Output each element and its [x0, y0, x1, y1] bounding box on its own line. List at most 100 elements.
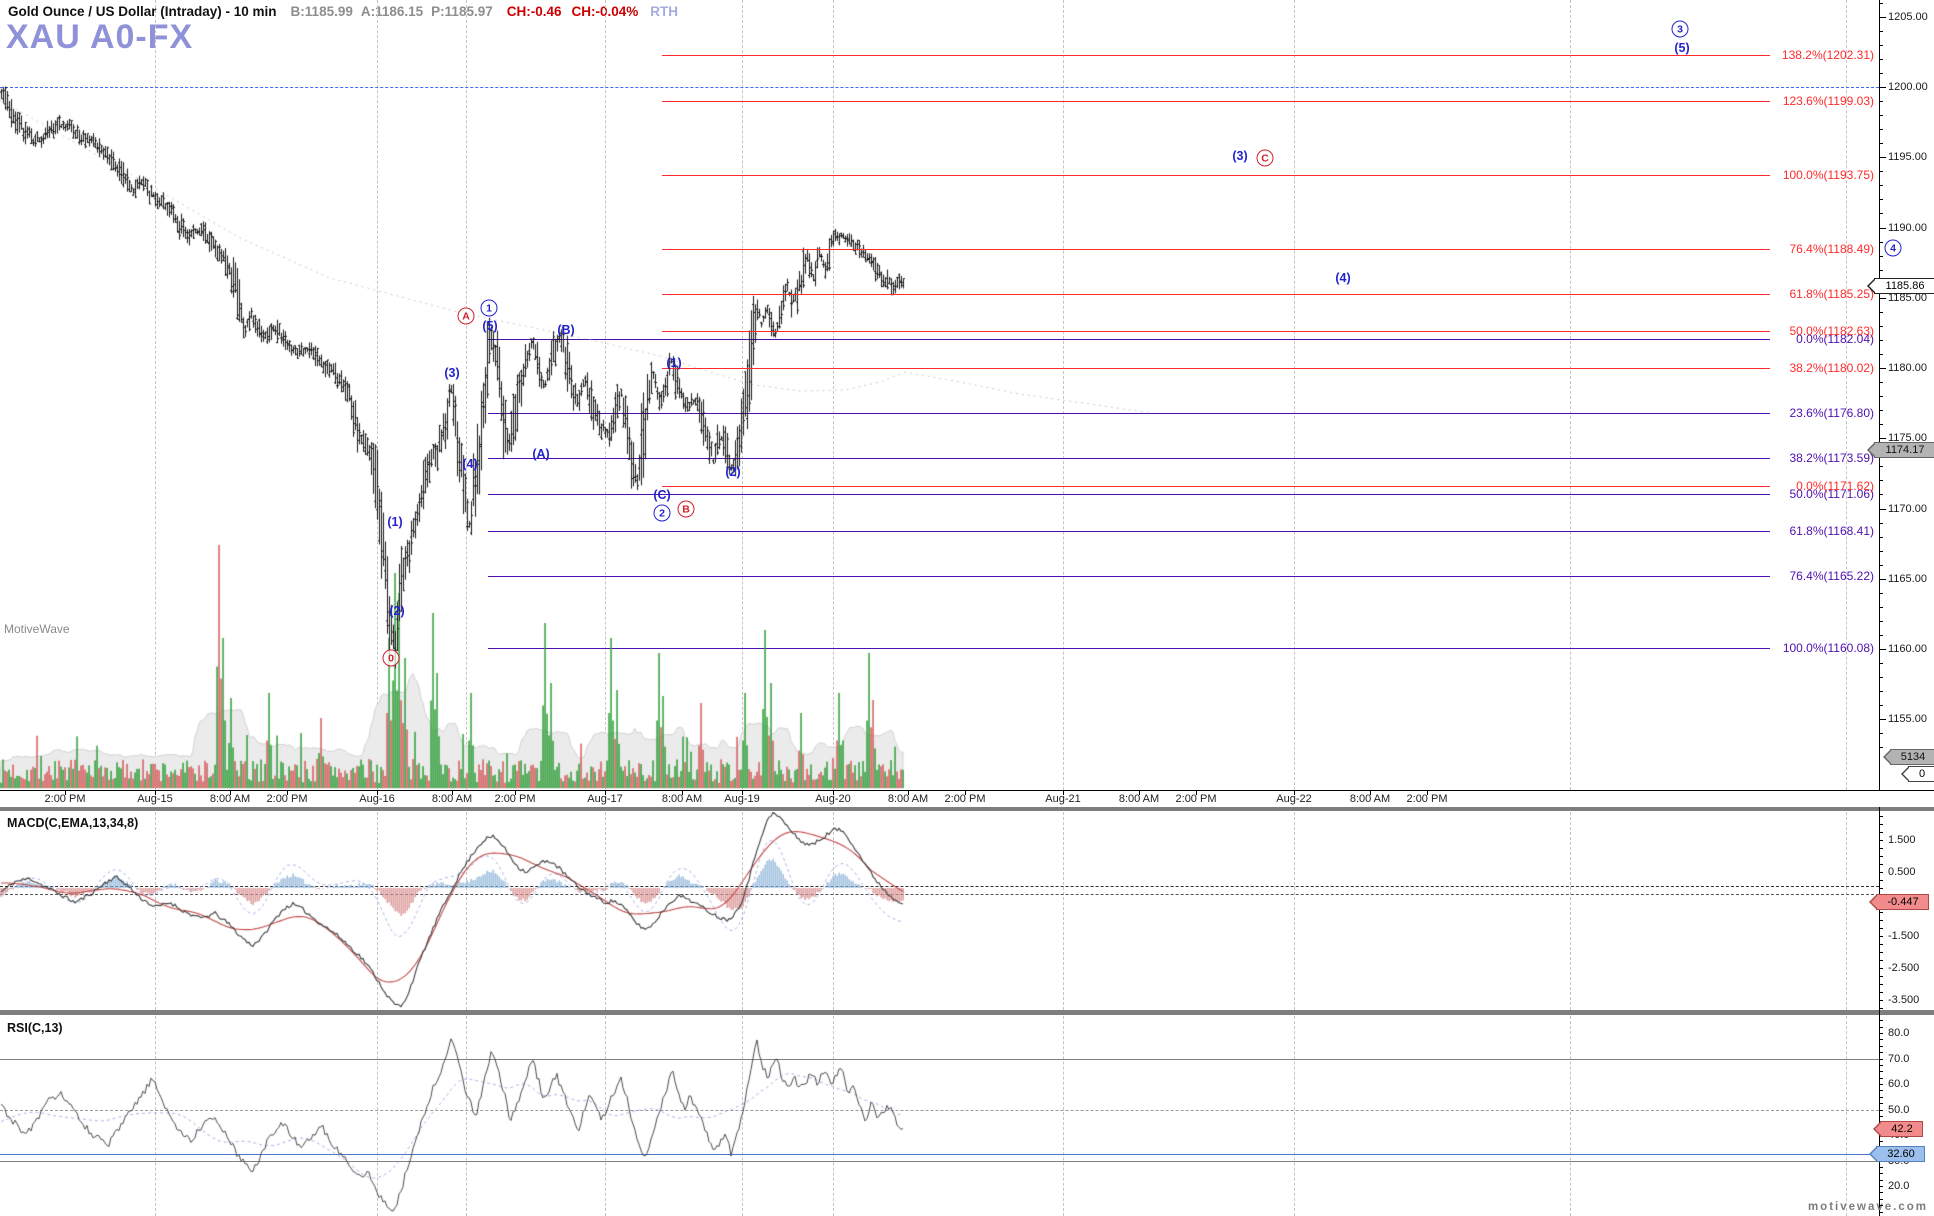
time-axis-label: 2:00 PM — [494, 793, 536, 805]
panel-separator[interactable] — [0, 806, 1934, 811]
elliott-wave-label[interactable]: (2) — [725, 465, 741, 479]
fib-level-line[interactable] — [662, 54, 1770, 56]
fib-level-label: 76.4%(1188.49) — [1789, 241, 1874, 256]
time-axis-label: 8:00 AM — [1118, 793, 1160, 805]
time-axis-label: Aug-17 — [587, 793, 623, 805]
indicator-axis-tick — [1879, 960, 1883, 961]
indicator-axis-tick — [1879, 864, 1883, 865]
elliott-wave-label[interactable]: 0 — [382, 649, 400, 667]
elliott-wave-label[interactable]: A — [457, 307, 475, 325]
price-chart-canvas[interactable] — [0, 0, 1879, 790]
indicator-axis-tick — [1879, 1141, 1883, 1143]
wave-circled-char: 4 — [1884, 239, 1902, 257]
fib-level-label: 50.0%(1182.63) — [1789, 324, 1874, 339]
price-axis-tick — [1879, 620, 1883, 622]
price-axis-tick — [1879, 213, 1883, 215]
price-axis-tick — [1879, 297, 1886, 299]
price-axis-label: 1155.00 — [1888, 713, 1927, 726]
fib-level-line[interactable] — [662, 294, 1770, 296]
price-axis[interactable]: 1205.00 1200.00 1195.00 1190.00 1185.00 1180.… — [1879, 0, 1934, 790]
indicator-axis-label: 0.500 — [1888, 866, 1916, 878]
elliott-wave-label[interactable]: (3) — [1232, 149, 1248, 163]
elliott-wave-label[interactable]: 1 — [480, 299, 498, 317]
macd-panel-canvas[interactable] — [0, 812, 1879, 1010]
price-axis-tick — [1879, 143, 1883, 145]
indicator-axis-label: 1.500 — [1888, 834, 1916, 846]
price-axis-tick — [1879, 255, 1883, 257]
indicator-axis-tick — [1879, 880, 1883, 881]
price-axis-tick — [1879, 691, 1883, 693]
fib-level-label: 100.0%(1193.75) — [1782, 167, 1874, 182]
time-axis-label: 8:00 AM — [209, 793, 251, 805]
indicator-axis-tick — [1879, 968, 1883, 969]
indicator-axis-tick — [1879, 1096, 1883, 1098]
price-axis-tick — [1879, 719, 1886, 721]
elliott-wave-label[interactable]: (2) — [389, 604, 405, 618]
time-axis-tick — [833, 791, 834, 795]
elliott-wave-label[interactable]: (C) — [653, 488, 671, 502]
elliott-wave-label[interactable]: (1) — [387, 515, 403, 529]
indicator-axis-tick — [1879, 1033, 1883, 1034]
fib-level-line[interactable] — [662, 485, 1770, 487]
fib-level-label: 38.2%(1180.02) — [1789, 360, 1874, 375]
price-axis-tick — [1879, 410, 1883, 412]
price-axis-label: 1185.00 — [1888, 291, 1927, 304]
indicator-axis-tick — [1879, 1205, 1883, 1207]
elliott-wave-label[interactable]: B — [677, 500, 695, 518]
indicator-axis-tick — [1879, 976, 1883, 977]
fib-level-line[interactable] — [662, 331, 1770, 333]
price-axis-tick — [1879, 747, 1883, 749]
time-axis-label: Aug-22 — [1276, 793, 1312, 805]
fib-level-line[interactable] — [662, 100, 1770, 102]
fib-level-label: 0.0%(1182.04) — [1796, 332, 1874, 347]
rsi-value-axis[interactable]: 80.070.060.050.040.030.020.0 — [1879, 1016, 1934, 1216]
price-axis-tick — [1879, 396, 1883, 398]
time-axis-label: 2:00 PM — [1175, 793, 1217, 805]
fib-level-line[interactable] — [662, 174, 1770, 176]
price-axis-label: 1170.00 — [1888, 502, 1927, 515]
indicator-axis-label: 80.0 — [1888, 1027, 1910, 1039]
indicator-axis-tick — [1879, 1084, 1883, 1085]
badge-pointer-fill — [1903, 768, 1909, 780]
rsi-panel-canvas[interactable] — [0, 1016, 1879, 1216]
panel-separator[interactable] — [0, 1010, 1934, 1015]
price-axis-tick — [1879, 649, 1886, 650]
price-axis-tick — [1879, 87, 1886, 88]
price-axis-tick — [1879, 16, 1886, 18]
elliott-wave-label[interactable]: 4 — [1884, 239, 1902, 257]
elliott-wave-label[interactable]: 3 — [1671, 20, 1689, 38]
elliott-wave-label[interactable]: (B) — [557, 323, 575, 337]
elliott-wave-label[interactable]: (5) — [1674, 41, 1690, 55]
elliott-wave-label[interactable]: (A) — [532, 447, 550, 461]
badge-pointer-fill — [1885, 751, 1891, 763]
time-axis-tick — [682, 791, 683, 795]
elliott-wave-label[interactable]: (4) — [1335, 271, 1351, 285]
rsi-line-badge: 32.60 — [1869, 1145, 1925, 1162]
price-axis-tick — [1879, 101, 1883, 103]
fib-level-label: 0.0%(1171.62) — [1796, 478, 1874, 493]
price-axis-tick — [1879, 508, 1886, 510]
price-axis-tick — [1879, 536, 1883, 538]
time-axis-label: Aug-21 — [1045, 793, 1081, 805]
time-axis[interactable]: 2:00 PM Aug-15 8:00 AM 2:00 PM Aug-16 8:00 AM… — [0, 790, 1934, 807]
time-axis-tick — [1063, 791, 1064, 795]
elliott-wave-label[interactable]: (3) — [444, 366, 460, 380]
wave-circled-char: B — [677, 500, 695, 518]
time-axis-tick — [65, 791, 66, 795]
elliott-wave-label[interactable]: (1) — [666, 356, 682, 370]
indicator-axis-tick — [1879, 1071, 1883, 1073]
elliott-wave-label[interactable]: (4) — [462, 457, 478, 471]
elliott-wave-label[interactable]: (5) — [482, 319, 498, 333]
elliott-wave-label[interactable]: C — [1256, 149, 1274, 167]
time-axis-tick — [287, 791, 288, 795]
fib-level-line[interactable] — [662, 367, 1770, 369]
price-axis-tick — [1879, 733, 1883, 735]
elliott-wave-label[interactable]: 2 — [653, 504, 671, 522]
fib-level-line[interactable] — [662, 248, 1770, 250]
indicator-axis-label: -3.500 — [1888, 994, 1920, 1006]
indicator-axis-tick — [1879, 1020, 1883, 1022]
time-axis-tick — [515, 791, 516, 795]
price-axis-tick — [1879, 185, 1883, 187]
badge-pointer-fill — [1875, 1123, 1881, 1136]
